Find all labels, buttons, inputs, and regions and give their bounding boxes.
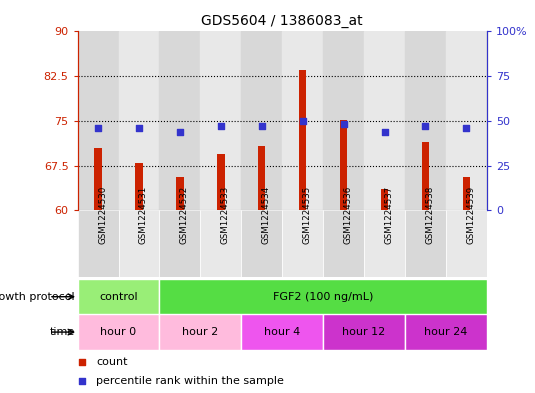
Text: count: count: [96, 357, 127, 367]
Bar: [405, 210, 446, 277]
Bar: [323, 210, 364, 277]
Text: hour 12: hour 12: [342, 327, 386, 337]
Bar: [201, 210, 241, 277]
Bar: [78, 31, 119, 210]
Text: GSM1224536: GSM1224536: [343, 186, 353, 244]
Point: [339, 121, 348, 128]
Point: [315, 88, 324, 94]
Text: GSM1224533: GSM1224533: [221, 186, 230, 244]
Bar: [78, 314, 159, 350]
Bar: [364, 210, 405, 277]
Bar: [241, 314, 323, 350]
Text: GSM1224538: GSM1224538: [425, 186, 434, 244]
Bar: [135, 163, 143, 210]
Bar: [340, 119, 347, 210]
Bar: [323, 31, 364, 210]
Bar: [78, 279, 159, 314]
Point: [175, 129, 184, 135]
Bar: [446, 210, 487, 277]
Point: [217, 123, 225, 129]
Text: hour 4: hour 4: [264, 327, 300, 337]
Text: time: time: [50, 327, 75, 337]
Text: GSM1224530: GSM1224530: [98, 186, 107, 244]
Point: [135, 125, 143, 131]
Point: [462, 125, 471, 131]
Point: [257, 123, 266, 129]
Bar: [159, 314, 241, 350]
Bar: [323, 314, 405, 350]
Text: GSM1224537: GSM1224537: [385, 186, 394, 244]
Bar: [159, 279, 487, 314]
Bar: [94, 148, 102, 210]
Bar: [405, 314, 487, 350]
Text: GSM1224531: GSM1224531: [139, 186, 148, 244]
Bar: [364, 31, 405, 210]
Bar: [159, 31, 201, 210]
Bar: [463, 178, 470, 210]
Point: [421, 123, 430, 129]
Bar: [282, 210, 323, 277]
Bar: [176, 178, 184, 210]
Bar: [241, 210, 282, 277]
Text: hour 2: hour 2: [182, 327, 218, 337]
Bar: [78, 210, 119, 277]
Bar: [299, 70, 307, 210]
Text: hour 24: hour 24: [424, 327, 468, 337]
Bar: [258, 146, 265, 210]
Text: control: control: [99, 292, 138, 302]
Bar: [422, 142, 429, 210]
Point: [94, 125, 102, 131]
Bar: [217, 154, 225, 210]
Bar: [405, 31, 446, 210]
Bar: [119, 210, 159, 277]
Text: GSM1224535: GSM1224535: [303, 186, 312, 244]
Text: percentile rank within the sample: percentile rank within the sample: [96, 376, 284, 386]
Bar: [282, 31, 323, 210]
Bar: [159, 210, 201, 277]
Bar: [381, 189, 388, 210]
Title: GDS5604 / 1386083_at: GDS5604 / 1386083_at: [201, 14, 363, 28]
Point: [315, 257, 324, 263]
Point: [380, 129, 389, 135]
Text: GSM1224534: GSM1224534: [262, 186, 271, 244]
Text: growth protocol: growth protocol: [0, 292, 75, 302]
Point: [299, 118, 307, 124]
Text: GSM1224539: GSM1224539: [467, 186, 476, 244]
Text: hour 0: hour 0: [101, 327, 136, 337]
Bar: [119, 31, 159, 210]
Bar: [446, 31, 487, 210]
Text: GSM1224532: GSM1224532: [180, 186, 189, 244]
Text: FGF2 (100 ng/mL): FGF2 (100 ng/mL): [273, 292, 373, 302]
Bar: [201, 31, 241, 210]
Bar: [241, 31, 282, 210]
